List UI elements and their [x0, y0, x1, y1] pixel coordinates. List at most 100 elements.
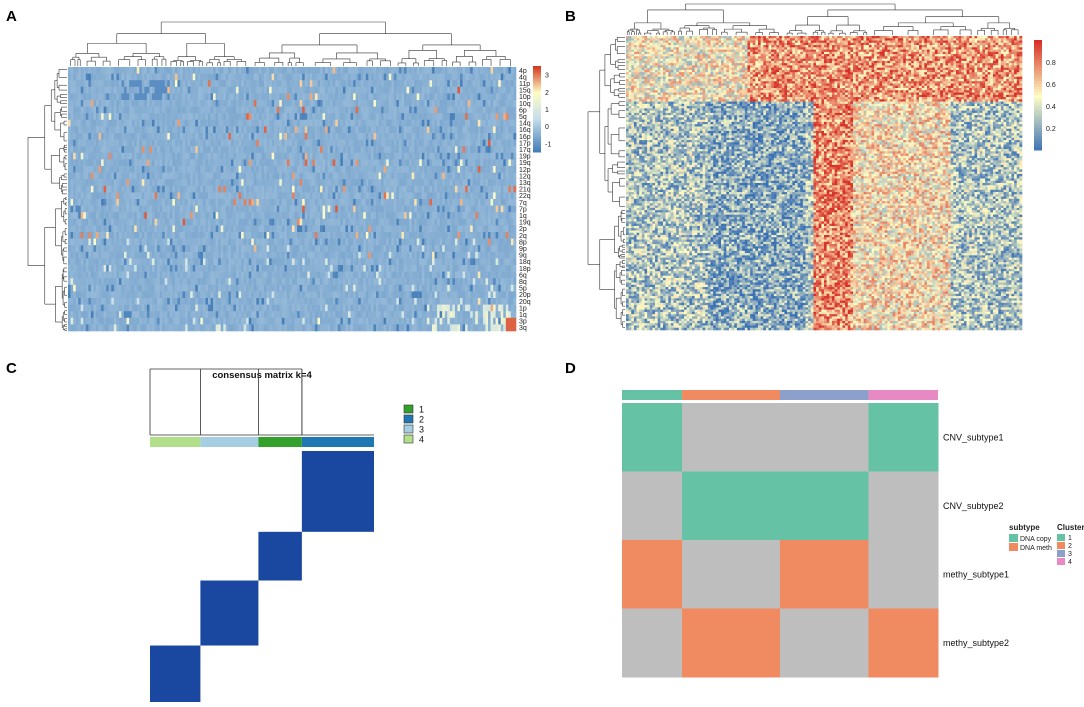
panel-a-cell [426, 159, 430, 167]
panel-a-cell [401, 67, 405, 74]
panel-a-cell [299, 133, 303, 140]
panel-a-cell [460, 152, 463, 160]
panel-a-cell [434, 212, 438, 220]
panel-a-cell [269, 146, 272, 154]
panel-a-cell [401, 119, 405, 127]
panel-a-cell [513, 205, 517, 213]
panel-a-cell [342, 126, 346, 134]
panel-a-cell [269, 172, 272, 180]
panel-a-cell [376, 100, 379, 107]
panel-a-cell [465, 73, 468, 81]
panel-a-cell [500, 185, 504, 193]
panel-a-cell [246, 218, 250, 226]
panel-a-cell [88, 80, 92, 88]
panel-a-cell [294, 212, 298, 220]
panel-a-cell [192, 205, 196, 213]
panel-a-cell [421, 192, 425, 200]
panel-a-cell [332, 93, 336, 101]
panel-a-cell [111, 152, 115, 160]
panel-a-cell [406, 100, 410, 107]
panel-a-cell [238, 172, 242, 180]
panel-a-cell [83, 73, 87, 81]
panel-a-cell [414, 146, 418, 154]
panel-a-cell [437, 185, 440, 193]
panel-a-cell [131, 119, 135, 127]
panel-a-cell [269, 166, 272, 173]
panel-a-cell [320, 146, 323, 154]
panel-a-cell [432, 126, 435, 134]
panel-a-cell [482, 212, 486, 220]
panel-a-cell [304, 152, 308, 160]
panel-a-cell [292, 192, 295, 200]
panel-a-cell [421, 166, 425, 173]
panel-a-cell [444, 80, 448, 88]
panel-a-cell [172, 152, 176, 160]
panel-a-cell [241, 106, 244, 114]
panel-a-cell [238, 159, 242, 167]
panel-a-cell [238, 185, 242, 193]
panel-a-cell [243, 205, 247, 213]
panel-a-cell [139, 179, 143, 187]
panel-a-cell [393, 179, 397, 187]
panel-a-cell [111, 133, 115, 140]
panel-a-cell [460, 133, 463, 140]
panel-a-cell [83, 133, 87, 140]
panel-a-cell [355, 80, 359, 88]
panel-a-cell [134, 126, 138, 134]
panel-a-cell [360, 192, 364, 200]
panel-a-cell [159, 218, 163, 226]
panel-a-cell [411, 106, 415, 114]
panel-a-cell [482, 73, 486, 81]
panel-a-cell [73, 199, 76, 206]
panel-a-cell [414, 185, 418, 193]
panel-a-cell [404, 212, 407, 220]
panel-a-cell [200, 93, 204, 101]
panel-a-cell [169, 205, 173, 213]
panel-a-cell [500, 93, 504, 101]
panel-a-cell [314, 139, 318, 147]
panel-a-cell [134, 113, 138, 121]
panel-a-cell [78, 67, 82, 74]
panel-a-cell [327, 205, 331, 213]
panel-a-cell [493, 133, 496, 140]
panel-a-cell [174, 172, 178, 180]
panel-a-cell [96, 225, 99, 233]
panel-a-cell [409, 166, 412, 173]
panel-a-cell [355, 152, 359, 160]
panel-a-cell [190, 100, 194, 107]
panel-a-cell [85, 119, 89, 127]
panel-a-cell [292, 67, 295, 74]
panel-a-cell [500, 199, 504, 206]
panel-a-cell [241, 93, 244, 101]
panel-a-cell [460, 100, 463, 107]
panel-a-cell [416, 80, 420, 88]
panel-a-cell [243, 67, 247, 74]
panel-a-cell [472, 166, 476, 173]
panel-a-cell [421, 179, 425, 187]
panel-a-cell [426, 225, 430, 233]
panel-a-cell [488, 152, 491, 160]
panel-a-cell [70, 106, 74, 114]
panel-a-cell [488, 119, 491, 127]
panel-a-cell [90, 225, 94, 233]
panel-a-cell [118, 133, 122, 140]
panel-a-cell [500, 139, 504, 147]
panel-a-cell [149, 73, 153, 81]
panel-a-cell [348, 146, 351, 154]
panel-a-cell [340, 100, 344, 107]
panel-a-cell [103, 93, 107, 101]
panel-a-cell [355, 172, 359, 180]
panel-a-cell [409, 205, 412, 213]
panel-a-cell [162, 86, 166, 94]
panel-a-cell [437, 80, 440, 88]
panel-a-cell [406, 93, 410, 101]
panel-a-cell [342, 119, 346, 127]
panel-a-cell [88, 212, 92, 220]
panel-a-cell [322, 93, 326, 101]
panel-a-cell [485, 113, 489, 121]
panel-a-cell [373, 199, 377, 206]
panel-a-cell [73, 212, 76, 220]
panel-a-cell [98, 119, 102, 127]
panel-a-cell [360, 93, 364, 101]
panel-a-cell [213, 86, 216, 94]
